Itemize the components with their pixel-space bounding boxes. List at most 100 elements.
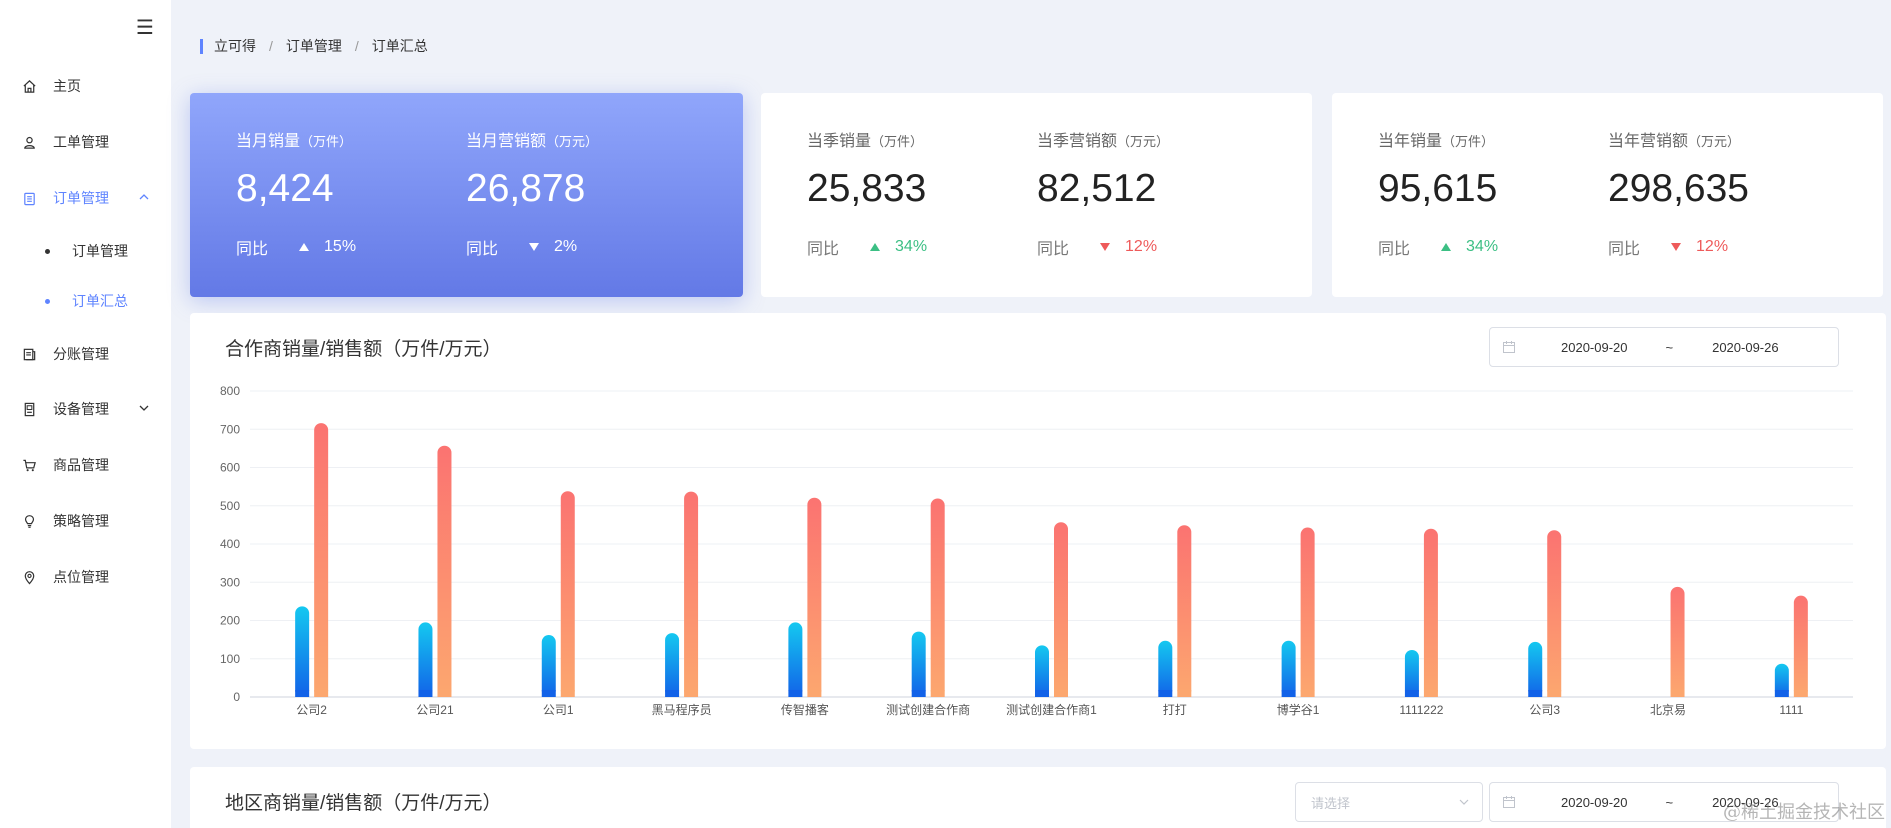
bar-sales[interactable] <box>1404 649 1419 697</box>
date-end[interactable]: 2020-09-26 <box>1712 794 1779 810</box>
sidebar-item-label: 点位管理 <box>53 569 109 585</box>
bar-revenue[interactable] <box>1054 522 1068 697</box>
y-tick-label: 0 <box>233 690 240 704</box>
x-tick-label: 公司1 <box>543 703 574 717</box>
stat-month-revenue: 当月营销额（万元） 26,878 同比 2% <box>466 127 598 259</box>
bar-base <box>684 690 699 697</box>
user-icon <box>21 134 37 150</box>
breadcrumb-separator: / <box>354 38 359 54</box>
breadcrumb-item[interactable]: 立可得 <box>214 38 256 54</box>
bar-revenue[interactable] <box>1423 528 1438 697</box>
date-range-picker[interactable]: 2020-09-20 ~ 2020-09-26 <box>1489 782 1839 822</box>
bar-revenue[interactable] <box>1300 527 1315 697</box>
bar-sales[interactable] <box>541 635 556 697</box>
stat-percent: 34% <box>895 238 928 255</box>
bar-base <box>541 690 556 697</box>
bar-revenue[interactable] <box>807 497 822 697</box>
select-placeholder: 请选择 <box>1311 795 1351 811</box>
sidebar-item-work-orders[interactable]: 工单管理 <box>0 124 171 160</box>
sidebar-item-devices[interactable]: 设备管理 <box>0 391 171 427</box>
bar-sales[interactable] <box>665 633 680 697</box>
partner-chart-panel: 合作商销量/销售额（万件/万元） 2020-09-20 ~ 2020-09-26… <box>190 313 1886 749</box>
watermark: @稀土掘金技术社区 <box>1723 802 1885 823</box>
bar-sales[interactable] <box>1158 640 1173 697</box>
bar-revenue[interactable] <box>437 445 452 697</box>
triangle-up-icon <box>870 243 881 251</box>
stat-label: 当年销量（万件） <box>1378 133 1495 150</box>
bar-revenue[interactable] <box>560 491 575 697</box>
y-tick-label: 100 <box>220 652 240 666</box>
bar-sales[interactable] <box>1528 641 1543 697</box>
stat-trend: 同比 12% <box>1608 238 1729 258</box>
bar-revenue[interactable] <box>930 498 945 697</box>
y-tick-label: 200 <box>220 614 240 628</box>
sidebar-subitem-order-management[interactable]: 订单管理 <box>0 235 171 267</box>
breadcrumb-accent-bar <box>200 38 203 54</box>
stat-percent: 34% <box>1466 238 1499 255</box>
stat-value: 8,424 <box>236 167 334 210</box>
sidebar-item-label: 商品管理 <box>53 457 109 473</box>
date-start[interactable]: 2020-09-20 <box>1561 794 1628 810</box>
stat-label: 当年营销额（万元） <box>1608 133 1741 150</box>
sidebar-item-home[interactable]: 主页 <box>0 68 171 104</box>
sidebar-item-orders[interactable]: 订单管理 <box>0 180 171 216</box>
date-end[interactable]: 2020-09-26 <box>1712 339 1779 355</box>
stat-year-revenue: 当年营销额（万元） 298,635 同比 12% <box>1608 127 1749 259</box>
bar-sales[interactable] <box>1035 645 1049 697</box>
stat-month-sales: 当月销量（万件） 8,424 同比 15% <box>236 127 356 259</box>
stat-card-month: 当月销量（万件） 8,424 同比 15% 当月营销额（万元） 26,878 同… <box>190 93 743 297</box>
bar-sales[interactable] <box>1774 663 1789 697</box>
chevron-up-icon <box>139 194 149 200</box>
stat-trend: 同比 15% <box>236 238 357 258</box>
bar-sales[interactable] <box>911 631 926 697</box>
sidebar-item-label: 主页 <box>53 78 81 94</box>
bar-base <box>295 690 310 697</box>
sidebar-subitem-order-summary[interactable]: 订单汇总 <box>0 285 171 317</box>
x-tick-label: 博学谷1 <box>1277 702 1320 717</box>
bar-sales[interactable] <box>295 606 310 697</box>
stat-value: 25,833 <box>807 167 927 210</box>
bar-sales[interactable] <box>418 622 433 697</box>
sidebar-item-locations[interactable]: 点位管理 <box>0 559 171 595</box>
stat-label: 当季营销额（万元） <box>1037 133 1170 150</box>
sidebar-item-strategy[interactable]: 策略管理 <box>0 503 171 539</box>
sidebar-item-products[interactable]: 商品管理 <box>0 447 171 483</box>
breadcrumb: 立可得 / 订单管理 / 订单汇总 <box>200 36 428 56</box>
date-separator: ~ <box>1665 339 1674 355</box>
triangle-up-icon <box>299 243 310 251</box>
bar-revenue[interactable] <box>1670 586 1685 697</box>
date-range-picker[interactable]: 2020-09-20 ~ 2020-09-26 <box>1489 327 1839 367</box>
region-select[interactable]: 请选择 <box>1295 782 1483 822</box>
bar-base <box>807 690 822 697</box>
bar-revenue[interactable] <box>684 491 699 697</box>
sidebar: ☰ 主页 工单管理 订单管理 订单管理 订单汇总 分账管理 <box>0 0 171 828</box>
bar-revenue[interactable] <box>1547 530 1562 697</box>
home-icon <box>21 78 37 94</box>
calendar-icon <box>1503 341 1515 353</box>
bar-revenue[interactable] <box>1177 525 1192 697</box>
sidebar-item-ledger[interactable]: 分账管理 <box>0 336 171 372</box>
bulb-icon <box>21 513 37 529</box>
bar-base <box>788 690 803 697</box>
y-tick-label: 500 <box>220 499 240 513</box>
location-icon <box>21 569 37 585</box>
stat-label: 当月销量（万件） <box>236 133 353 150</box>
triangle-up-icon <box>1441 243 1452 251</box>
bar-sales[interactable] <box>788 622 803 697</box>
stat-percent: 12% <box>1125 238 1158 255</box>
sidebar-item-label: 工单管理 <box>53 134 109 150</box>
stat-trend: 同比 12% <box>1037 238 1158 258</box>
bar-sales[interactable] <box>1281 640 1296 697</box>
x-tick-label: 北京易 <box>1650 703 1686 717</box>
stat-trend: 同比 2% <box>466 238 578 258</box>
breadcrumb-item[interactable]: 订单管理 <box>285 38 342 54</box>
bar-revenue[interactable] <box>1793 595 1808 697</box>
y-tick-label: 700 <box>220 422 240 436</box>
bar-base <box>1281 690 1296 697</box>
triangle-down-icon <box>1671 243 1682 251</box>
breadcrumb-current: 订单汇总 <box>371 38 428 54</box>
x-tick-label: 测试创建合作商 <box>886 702 970 717</box>
hamburger-icon[interactable]: ☰ <box>136 17 154 39</box>
date-start[interactable]: 2020-09-20 <box>1561 339 1628 355</box>
bar-revenue[interactable] <box>314 423 329 697</box>
